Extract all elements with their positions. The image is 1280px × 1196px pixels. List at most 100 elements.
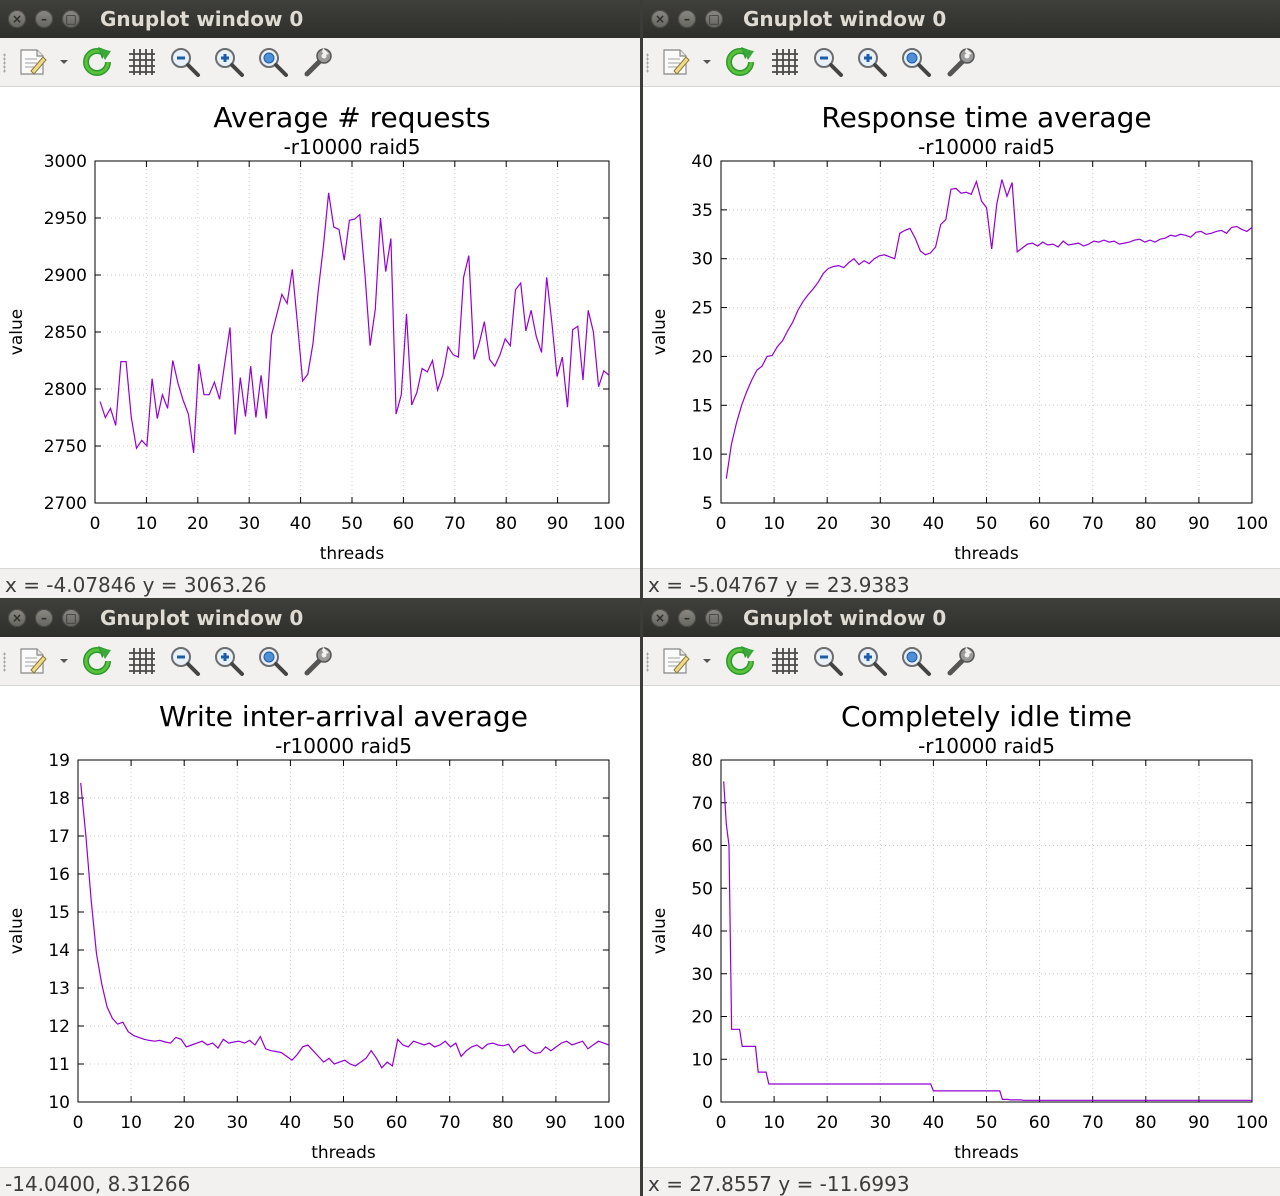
y-tick-label: 11: [48, 1055, 70, 1075]
gnuplot-window-4[interactable]: × – □ Gnuplot window 0: [643, 599, 1280, 1196]
x-tick-label: 90: [547, 514, 569, 534]
title-bar[interactable]: × – □ Gnuplot window 0: [643, 0, 1280, 38]
toolbar-grip[interactable]: [3, 53, 6, 73]
dropdown-arrow-icon[interactable]: [55, 645, 73, 677]
chart-subtitle: -r10000 raid5: [918, 734, 1055, 758]
replot-icon[interactable]: [80, 645, 114, 677]
grid-icon[interactable]: [768, 46, 802, 78]
plot-area[interactable]: 0 10 20 30 40 50 60 70 80 90 100 0 10 20 30 40 50 60 70 80 C…: [643, 686, 1280, 1167]
dropdown-arrow-icon[interactable]: [698, 645, 716, 677]
x-tick-label: 0: [90, 514, 101, 534]
minimize-icon[interactable]: –: [35, 10, 53, 28]
window-title: Gnuplot window 0: [100, 7, 304, 31]
x-tick-label: 60: [386, 1113, 408, 1133]
zoom-out-icon[interactable]: [168, 46, 202, 78]
series-line: [99, 192, 610, 453]
chart-svg: 0 10 20 30 40 50 60 70 80 90 100 2700 2750 2800 2850 29…: [7, 101, 625, 564]
toolbar-grip[interactable]: [646, 652, 649, 672]
minimize-icon[interactable]: –: [678, 609, 696, 627]
close-icon[interactable]: ×: [8, 609, 26, 627]
x-tick-label: 80: [492, 1113, 514, 1133]
gnuplot-window-2[interactable]: × – □ Gnuplot window 0: [643, 0, 1280, 598]
maximize-icon[interactable]: □: [705, 609, 723, 627]
y-tick-label: 35: [691, 201, 713, 221]
chart-svg: 0 10 20 30 40 50 60 70 80 90 100 5 10 15 20 25 30 35 40 Res…: [650, 101, 1268, 564]
export-icon[interactable]: [12, 46, 52, 78]
maximize-icon[interactable]: □: [705, 10, 723, 28]
x-tick-label: 70: [1082, 1113, 1104, 1133]
zoom-in-icon[interactable]: [212, 46, 246, 78]
x-axis-label: threads: [320, 544, 385, 564]
zoom-out-icon[interactable]: [811, 645, 845, 677]
settings-icon[interactable]: [302, 645, 336, 677]
toolbar-grip[interactable]: [646, 53, 649, 73]
x-tick-label: 100: [593, 1113, 625, 1133]
title-bar[interactable]: × – □ Gnuplot window 0: [0, 0, 640, 38]
y-tick-label: 80: [691, 751, 713, 771]
title-bar[interactable]: × – □ Gnuplot window 0: [0, 599, 640, 637]
export-icon[interactable]: [12, 645, 52, 677]
toolbar: [0, 38, 640, 87]
settings-icon[interactable]: [945, 46, 979, 78]
status-bar: x = 27.8557 y = -11.6993: [643, 1167, 1280, 1196]
x-tick-label: 60: [1029, 1113, 1051, 1133]
replot-icon[interactable]: [723, 645, 757, 677]
x-tick-label: 80: [1135, 1113, 1157, 1133]
close-icon[interactable]: ×: [8, 10, 26, 28]
x-tick-label: 40: [290, 514, 312, 534]
zoom-reset-icon[interactable]: [256, 645, 290, 677]
grid-icon[interactable]: [125, 46, 159, 78]
chart-title: Completely idle time: [841, 700, 1132, 733]
plot-area[interactable]: 0 10 20 30 40 50 60 70 80 90 100 5 10 15 20 25 30 35 40 Res…: [643, 87, 1280, 568]
replot-icon[interactable]: [80, 46, 114, 78]
gnuplot-window-3[interactable]: × – □ Gnuplot window 0: [0, 599, 640, 1196]
dropdown-arrow-icon[interactable]: [698, 46, 716, 78]
grid-icon[interactable]: [125, 645, 159, 677]
x-tick-label: 50: [976, 1113, 998, 1133]
zoom-out-icon[interactable]: [811, 46, 845, 78]
series-line: [723, 781, 1252, 1101]
plot-frame: [720, 160, 1253, 504]
y-axis-label: value: [650, 908, 670, 954]
gnuplot-window-1[interactable]: × – □ Gnuplot window 0: [0, 0, 640, 598]
y-tick-label: 2800: [44, 380, 87, 400]
x-tick-label: 50: [333, 1113, 355, 1133]
replot-icon[interactable]: [723, 46, 757, 78]
x-tick-label: 90: [1188, 514, 1210, 534]
zoom-in-icon[interactable]: [855, 46, 889, 78]
export-icon[interactable]: [655, 645, 695, 677]
dropdown-arrow-icon[interactable]: [55, 46, 73, 78]
plot-area[interactable]: 0 10 20 30 40 50 60 70 80 90 100 10 11 12 13 14 15 16 17 18…: [0, 686, 640, 1167]
toolbar-grip[interactable]: [3, 652, 6, 672]
y-tick-label: 10: [691, 445, 713, 465]
x-tick-label: 0: [716, 1113, 727, 1133]
close-icon[interactable]: ×: [651, 10, 669, 28]
grid-icon[interactable]: [768, 645, 802, 677]
maximize-icon[interactable]: □: [62, 609, 80, 627]
window-title: Gnuplot window 0: [743, 7, 947, 31]
minimize-icon[interactable]: –: [678, 10, 696, 28]
toolbar: [643, 637, 1280, 686]
close-icon[interactable]: ×: [651, 609, 669, 627]
zoom-out-icon[interactable]: [168, 645, 202, 677]
zoom-in-icon[interactable]: [212, 645, 246, 677]
export-icon[interactable]: [655, 46, 695, 78]
zoom-reset-icon[interactable]: [899, 46, 933, 78]
maximize-icon[interactable]: □: [62, 10, 80, 28]
x-tick-label: 30: [869, 1113, 891, 1133]
settings-icon[interactable]: [302, 46, 336, 78]
status-bar: x = -5.04767 y = 23.9383: [643, 568, 1280, 598]
title-bar[interactable]: × – □ Gnuplot window 0: [643, 599, 1280, 637]
minimize-icon[interactable]: –: [35, 609, 53, 627]
zoom-reset-icon[interactable]: [256, 46, 290, 78]
settings-icon[interactable]: [945, 645, 979, 677]
x-tick-label: 0: [73, 1113, 84, 1133]
y-tick-label: 40: [691, 152, 713, 172]
zoom-reset-icon[interactable]: [899, 645, 933, 677]
y-tick-label: 50: [691, 879, 713, 899]
zoom-in-icon[interactable]: [855, 645, 889, 677]
y-tick-label: 0: [702, 1093, 713, 1113]
plot-area[interactable]: 0 10 20 30 40 50 60 70 80 90 100 2700 2750 2800 2850 29…: [0, 87, 640, 568]
y-tick-label: 20: [691, 347, 713, 367]
chart-title: Response time average: [821, 101, 1151, 134]
